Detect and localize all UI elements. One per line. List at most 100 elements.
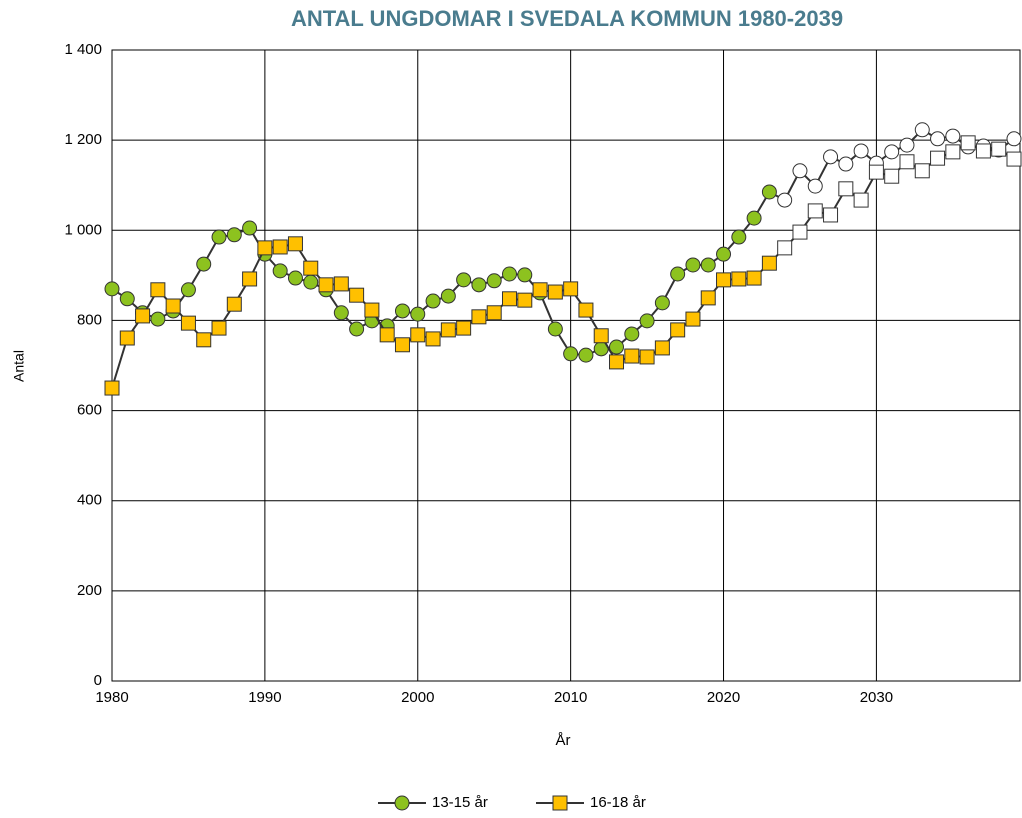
data-point: [731, 271, 747, 287]
x-tick-label: 1980: [95, 689, 128, 706]
data-point: [945, 144, 961, 160]
data-point: [884, 144, 900, 160]
data-point: [746, 270, 762, 286]
legend-label: 16-18 år: [590, 794, 646, 811]
data-point: [119, 330, 135, 346]
data-point: [792, 163, 808, 179]
data-point: [410, 327, 426, 343]
data-point: [761, 255, 777, 271]
y-axis-label: Antal: [11, 350, 27, 382]
data-point: [532, 282, 548, 298]
data-point: [685, 311, 701, 327]
data-point: [456, 320, 472, 336]
data-point: [196, 256, 212, 272]
data-point: [440, 322, 456, 338]
data-point: [226, 296, 242, 312]
data-point: [853, 143, 869, 159]
y-tick-label: 1 000: [64, 221, 102, 238]
data-point: [746, 210, 762, 226]
data-point: [394, 337, 410, 353]
data-point: [242, 271, 258, 287]
data-point: [578, 302, 594, 318]
x-tick-label: 2000: [401, 689, 434, 706]
data-point: [578, 347, 594, 363]
data-point: [517, 267, 533, 283]
data-point: [624, 348, 640, 364]
data-point: [807, 203, 823, 219]
data-point: [364, 302, 380, 318]
data-point: [486, 305, 502, 321]
data-point: [410, 306, 426, 322]
y-tick-label: 400: [77, 492, 102, 509]
data-point: [563, 281, 579, 297]
data-point: [226, 227, 242, 243]
legend-marker: [394, 795, 410, 811]
data-point: [838, 181, 854, 197]
legend-label: 13-15 år: [432, 794, 488, 811]
data-point: [563, 346, 579, 362]
data-point: [180, 282, 196, 298]
data-point: [349, 321, 365, 337]
data-point: [975, 143, 991, 159]
data-point: [639, 313, 655, 329]
data-point: [930, 150, 946, 166]
data-point: [517, 292, 533, 308]
data-point: [379, 327, 395, 343]
y-tick-label: 600: [77, 402, 102, 419]
data-point: [242, 220, 258, 236]
data-point: [501, 291, 517, 307]
data-point: [716, 272, 732, 288]
y-tick-label: 200: [77, 582, 102, 599]
data-point: [180, 315, 196, 331]
data-point: [670, 266, 686, 282]
data-point: [349, 287, 365, 303]
data-point: [257, 240, 273, 256]
y-tick-label: 800: [77, 311, 102, 328]
data-point: [914, 122, 930, 138]
data-point: [777, 192, 793, 208]
data-point: [807, 178, 823, 194]
x-tick-label: 1990: [248, 689, 281, 706]
data-point: [150, 311, 166, 327]
data-point: [303, 274, 319, 290]
data-point: [823, 149, 839, 165]
y-tick-label: 1 400: [64, 41, 102, 58]
data-point: [486, 273, 502, 289]
x-tick-label: 2010: [554, 689, 587, 706]
y-tick-label: 0: [94, 672, 102, 689]
data-point: [1006, 131, 1022, 147]
data-point: [899, 154, 915, 170]
data-point: [165, 298, 181, 314]
data-point: [287, 236, 303, 252]
data-point: [119, 291, 135, 307]
x-tick-label: 2020: [707, 689, 740, 706]
data-point: [700, 257, 716, 273]
data-point: [303, 260, 319, 276]
legend-marker: [552, 795, 568, 811]
data-point: [104, 380, 120, 396]
data-point: [731, 229, 747, 245]
data-point: [853, 192, 869, 208]
data-point: [150, 282, 166, 298]
data-point: [960, 135, 976, 151]
data-point: [716, 246, 732, 262]
data-point: [899, 137, 915, 153]
data-point: [685, 257, 701, 273]
data-point: [287, 270, 303, 286]
data-point: [211, 229, 227, 245]
data-point: [425, 293, 441, 309]
data-point: [792, 224, 808, 240]
data-point: [272, 263, 288, 279]
data-point: [777, 240, 793, 256]
data-point: [823, 207, 839, 223]
data-point: [394, 303, 410, 319]
data-point: [471, 309, 487, 325]
data-point: [104, 281, 120, 297]
data-point: [609, 354, 625, 370]
y-tick-label: 1 200: [64, 131, 102, 148]
data-point: [211, 320, 227, 336]
data-point: [761, 184, 777, 200]
data-point: [333, 305, 349, 321]
data-point: [425, 331, 441, 347]
plot-border: [111, 49, 1021, 682]
